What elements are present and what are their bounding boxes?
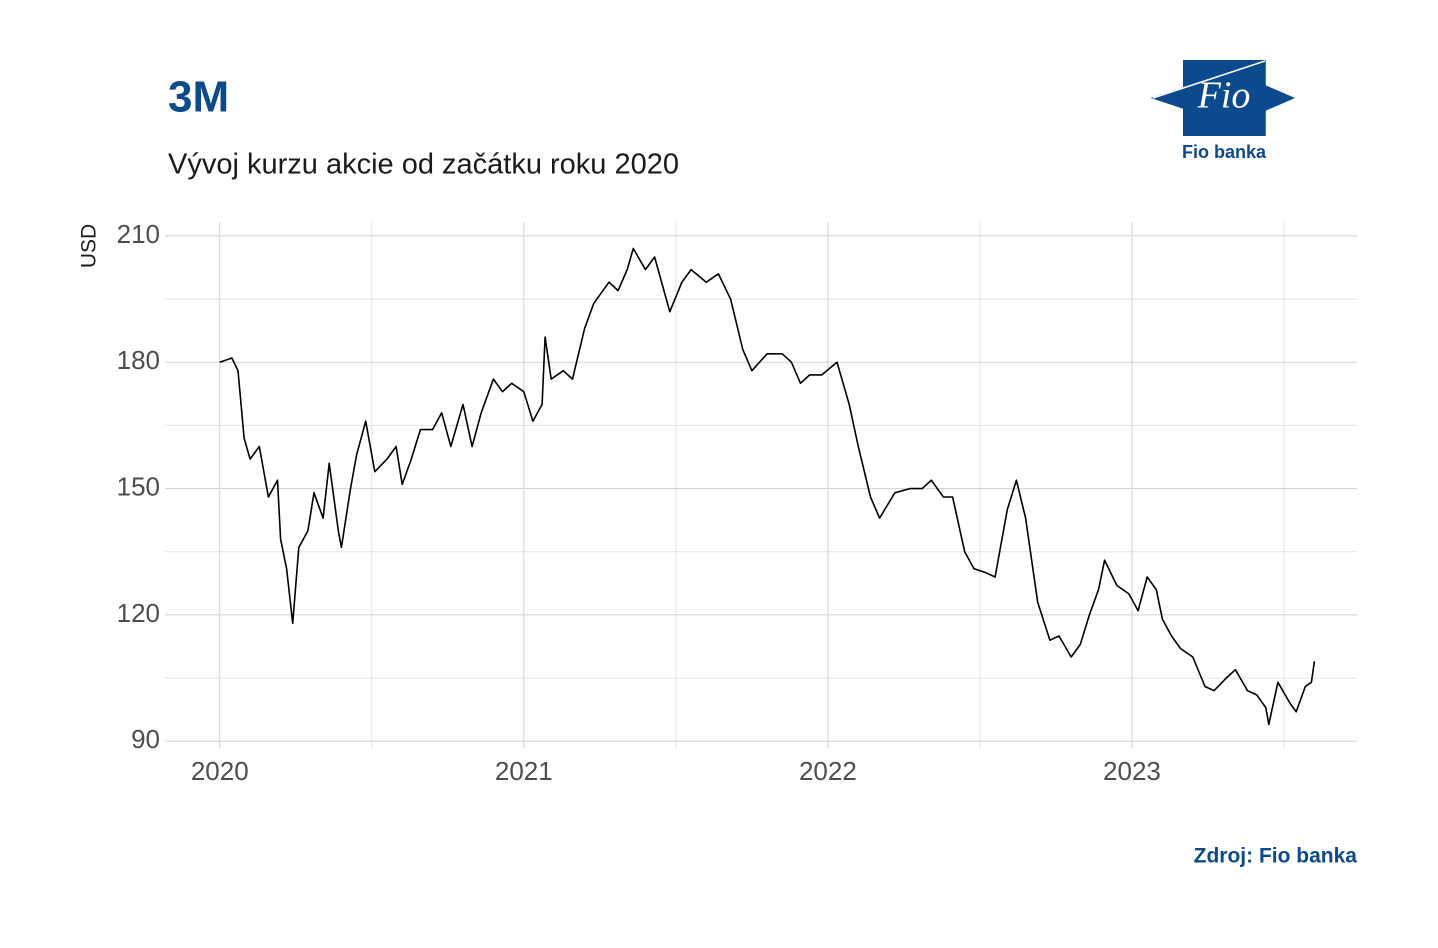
y-tick-label: 150 [117,471,160,501]
chart-subtitle: Vývoj kurzu akcie od začátku roku 2020 [168,149,679,181]
price-line [219,247,1316,726]
y-tick-label: 210 [117,219,160,249]
x-tick-label: 2021 [495,756,553,786]
logo-mark: Fio [1197,75,1251,117]
x-tick-label: 2023 [1103,756,1161,786]
logo: Fio Fio banka [1150,59,1295,162]
y-axis-label: USD [78,224,101,268]
logo-line [1152,60,1266,99]
y-tick-label: 120 [117,598,160,628]
x-tick-label: 2020 [191,756,249,786]
y-tick-label: 180 [117,345,160,375]
chart-title: 3M [168,73,229,122]
source: Zdroj: Fio banka [1194,845,1358,868]
logo-flag [1153,60,1295,136]
y-tick-label: 90 [131,724,160,754]
x-tick-label: 2022 [799,756,857,786]
logo-caption: Fio banka [1182,142,1267,162]
